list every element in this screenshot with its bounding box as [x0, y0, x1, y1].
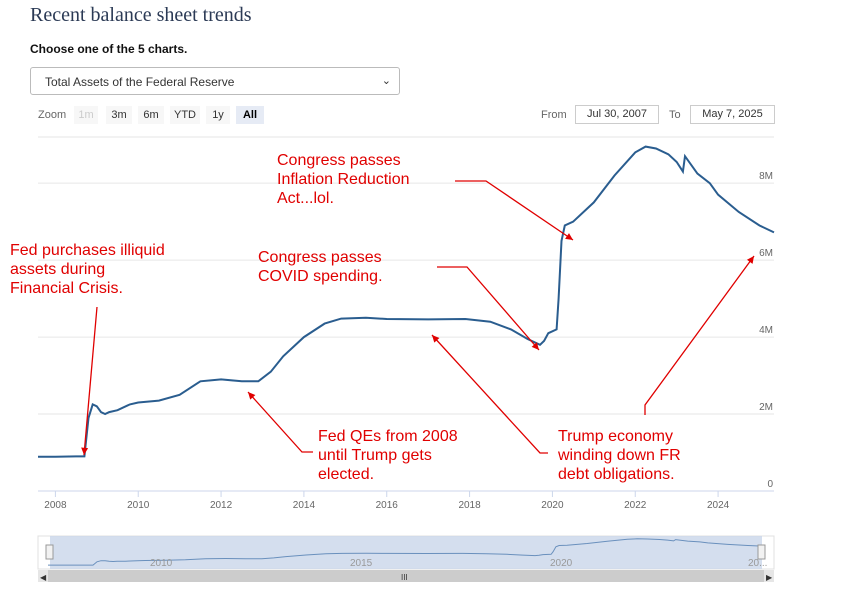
scroll-left-icon: ◀: [40, 573, 47, 582]
chart-selector[interactable]: Total Assets of the Federal Reserve ⌄: [30, 67, 400, 95]
range-from-label: From: [541, 109, 567, 121]
arrow-head-icon: [531, 342, 539, 350]
zoom-1y-button[interactable]: 1y: [206, 106, 230, 124]
annotation-line: COVID spending.: [258, 268, 383, 285]
annotation-covid-spending: Congress passes COVID spending.: [258, 248, 383, 286]
arrow-fed-qe: [247, 391, 313, 453]
annotation-line: winding down FR: [558, 447, 681, 464]
total-assets-line: [38, 145, 775, 458]
x-axis-ticks: 2008 2010 2012 2014 2016 2018 2020 2022 2024: [44, 491, 730, 511]
x-tick-label: 2022: [624, 500, 647, 511]
arrow-head-icon: [248, 392, 256, 400]
annotation-line: Congress passes: [258, 249, 382, 266]
chart-selector-value: Total Assets of the Federal Reserve: [45, 75, 235, 89]
range-to-input[interactable]: May 7, 2025: [690, 105, 775, 124]
navigator-label-2020: 2020: [550, 558, 573, 569]
scrollbar-right-button[interactable]: [764, 570, 774, 582]
arrow-head-icon: [432, 335, 440, 343]
annotation-line: debt obligations.: [558, 466, 675, 483]
annotation-line: Congress passes: [277, 152, 401, 169]
arrow-head-icon: [565, 233, 573, 240]
range-to-label: To: [669, 109, 681, 121]
scrollbar-thumb[interactable]: [48, 570, 764, 582]
navigator-label-2015: 2015: [350, 558, 373, 569]
annotation-line: assets during: [10, 261, 106, 278]
zoom-6m-button[interactable]: 6m: [138, 106, 164, 124]
x-tick-label: 2008: [44, 500, 67, 511]
x-tick-label: 2024: [707, 500, 730, 511]
x-tick-label: 2020: [541, 500, 564, 511]
annotation-line: Fed purchases illiquid: [10, 242, 165, 259]
annotation-inflation-act: Congress passes Inflation Reduction Act.…: [277, 151, 410, 208]
x-tick-label: 2018: [458, 500, 481, 511]
x-tick-label: 2012: [210, 500, 233, 511]
zoom-all-button[interactable]: All: [236, 106, 264, 124]
arrow-financial-crisis: [83, 306, 98, 456]
zoom-3m-button[interactable]: 3m: [106, 106, 132, 124]
annotation-fed-qe: Fed QEs from 2008 until Trump gets elect…: [318, 427, 458, 484]
page-title: Recent balance sheet trends: [30, 4, 252, 26]
annotation-line: Fed QEs from 2008: [318, 428, 458, 445]
annotation-line: Inflation Reduction: [277, 171, 410, 188]
scroll-right-icon: ▶: [766, 573, 773, 582]
y-tick-label: 8M: [759, 171, 773, 182]
annotation-financial-crisis: Fed purchases illiquid assets during Fin…: [10, 241, 165, 298]
annotation-line: Financial Crisis.: [10, 280, 123, 297]
annotation-line: Trump economy: [558, 428, 673, 445]
annotation-line: elected.: [318, 466, 375, 483]
arrow-inflation-act: [455, 180, 574, 241]
y-tick-label: 4M: [759, 325, 773, 336]
y-tick-label: 2M: [759, 402, 773, 413]
arrow-head-icon: [81, 447, 89, 455]
navigator-line: [48, 538, 763, 566]
arrow-head-icon: [746, 256, 754, 264]
annotation-trump-economy: Trump economy winding down FR debt oblig…: [558, 427, 681, 484]
navigator-label-2025: 20...: [748, 558, 767, 569]
zoom-label: Zoom: [38, 109, 67, 121]
y-tick-label: 6M: [759, 248, 773, 259]
grid-lines: [38, 136, 774, 492]
arrow-trump-economy: [644, 255, 755, 415]
x-tick-label: 2016: [376, 500, 399, 511]
y-tick-label: 0: [767, 479, 773, 490]
scrollbar-grip-icon: III: [401, 573, 408, 582]
navigator-selection[interactable]: [50, 536, 762, 569]
navigator-left-handle[interactable]: [45, 544, 54, 560]
arrow-covid-to-trump: [431, 334, 548, 454]
arrow-covid-spending: [437, 266, 540, 351]
range-from-input[interactable]: Jul 30, 2007: [575, 105, 659, 124]
y-axis-ticks: 0 2M 4M 6M 8M: [759, 171, 773, 490]
navigator-label-2010: 2010: [150, 558, 173, 569]
navigator: 2010 2015 2020 20... ◀ ▶ III: [37, 535, 775, 582]
annotation-line: Act...lol.: [277, 190, 334, 207]
zoom-1m-button[interactable]: 1m: [74, 106, 98, 124]
annotation-arrows: [81, 180, 755, 456]
x-tick-label: 2014: [293, 500, 316, 511]
x-tick-label: 2010: [127, 500, 150, 511]
choose-label: Choose one of the 5 charts.: [30, 42, 188, 56]
zoom-ytd-button[interactable]: YTD: [170, 106, 200, 124]
navigator-right-handle[interactable]: [757, 544, 766, 560]
scrollbar-left-button[interactable]: [38, 570, 48, 582]
chevron-down-icon: ⌄: [381, 75, 391, 87]
annotation-line: until Trump gets: [318, 447, 432, 464]
